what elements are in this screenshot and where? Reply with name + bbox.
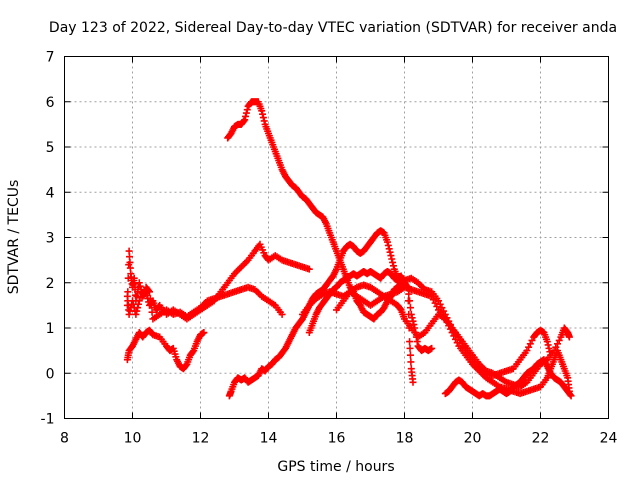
data-point: [406, 351, 414, 359]
data-point: [134, 304, 142, 312]
data-point: [259, 110, 267, 118]
data-point: [544, 341, 552, 349]
data-point: [241, 116, 249, 124]
data-point: [404, 297, 412, 305]
x-tick-label: 14: [260, 431, 278, 447]
series-track-b: [123, 283, 286, 323]
data-point: [385, 245, 393, 253]
data-points: [123, 98, 575, 400]
data-point: [133, 307, 141, 315]
grid: [64, 56, 609, 419]
data-point: [148, 308, 156, 316]
y-tick-labels: -1 0 1 2 3 4 5 6 7: [41, 50, 55, 428]
data-point: [125, 310, 133, 318]
x-tick-label: 8: [60, 431, 69, 447]
series-track-c: [123, 326, 208, 373]
data-point: [242, 112, 250, 120]
data-point: [384, 241, 392, 249]
data-point: [566, 391, 574, 399]
y-tick-label: 7: [46, 50, 55, 66]
data-point: [240, 117, 248, 125]
data-point: [278, 310, 286, 318]
data-point: [387, 252, 395, 260]
data-point: [242, 109, 250, 117]
y-tick-label: 4: [46, 185, 55, 201]
series-track-h: [333, 283, 573, 398]
data-point: [567, 392, 575, 400]
data-point: [406, 344, 414, 352]
data-point: [135, 279, 143, 287]
data-point: [406, 304, 414, 312]
y-tick-label: 6: [46, 95, 55, 111]
series-track-i: [441, 356, 575, 400]
data-point: [146, 288, 153, 296]
data-point: [136, 282, 144, 290]
data-point: [413, 338, 421, 346]
y-axis-label: SDTVAR / TECUs: [6, 180, 22, 295]
data-point: [258, 107, 266, 115]
data-point: [147, 301, 155, 309]
chart-title: Day 123 of 2022, Sidereal Day-to-day VTE…: [49, 20, 617, 36]
data-point: [133, 292, 141, 300]
data-point: [407, 358, 415, 366]
data-point: [129, 297, 136, 305]
data-point: [389, 262, 397, 270]
data-point: [259, 114, 267, 122]
x-axis-label: GPS time / hours: [277, 459, 394, 475]
y-tick-label: 1: [46, 321, 55, 337]
data-point: [405, 310, 413, 318]
x-tick-label: 22: [532, 431, 550, 447]
data-point: [406, 338, 414, 346]
data-point: [146, 295, 154, 303]
data-point: [389, 258, 397, 266]
data-point: [386, 248, 394, 256]
y-tick-label: -1: [41, 412, 55, 428]
data-point: [405, 290, 413, 298]
y-tick-label: 3: [46, 231, 55, 247]
data-point: [428, 344, 436, 352]
x-tick-label: 10: [124, 431, 142, 447]
data-point: [132, 310, 140, 318]
data-point: [409, 317, 417, 325]
data-point: [137, 286, 145, 294]
data-point: [388, 255, 396, 263]
data-point: [409, 378, 417, 386]
data-point: [243, 106, 251, 114]
x-tick-labels: 8 10 12 14 16 18 20 22 24: [60, 431, 617, 447]
data-point: [134, 300, 142, 308]
data-point: [200, 329, 208, 337]
x-tick-label: 20: [464, 431, 482, 447]
data-point: [543, 338, 551, 346]
x-tick-label: 24: [600, 431, 618, 447]
data-point: [384, 238, 391, 246]
x-tick-label: 18: [396, 431, 414, 447]
y-tick-label: 5: [46, 140, 55, 156]
plot-frame: [64, 56, 609, 419]
data-point: [305, 265, 313, 273]
data-point: [565, 333, 573, 341]
x-tick-label: 12: [192, 431, 210, 447]
y-tick-label: 0: [46, 366, 55, 382]
data-point: [145, 287, 153, 295]
data-point: [408, 314, 416, 322]
data-point: [545, 344, 553, 352]
data-point: [260, 117, 268, 125]
x-tick-label: 16: [328, 431, 346, 447]
y-tick-label: 2: [46, 276, 55, 292]
